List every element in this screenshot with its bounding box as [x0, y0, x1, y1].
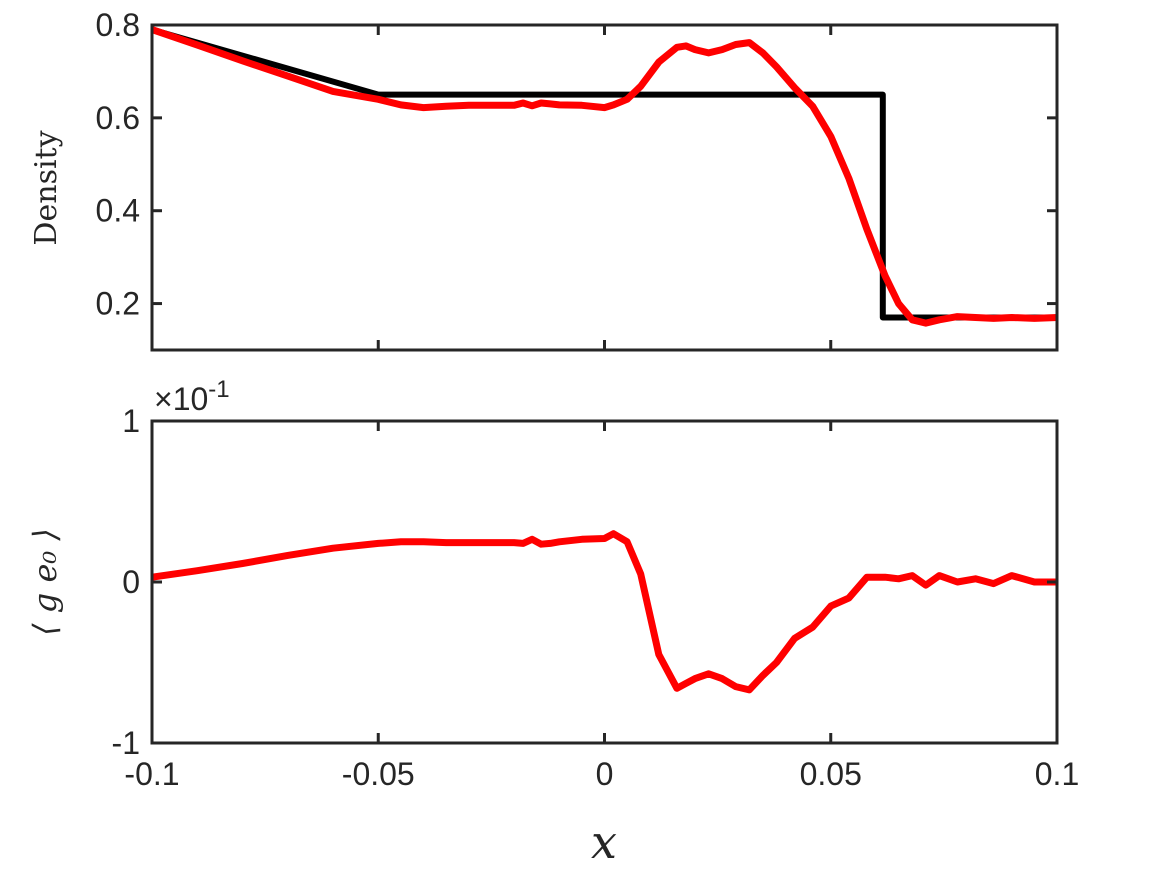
ge0-series-lines [151, 530, 1057, 694]
ge0-y-tick-label-2: 1 [122, 403, 140, 439]
ge0-tick-labels: -0.1 -0.05 0 0.05 0.1 -1 0 1 [112, 403, 1080, 792]
x-tick-label-0: -0.1 [124, 756, 179, 792]
x-tick-label-4: 0.1 [1035, 756, 1079, 792]
density-axes: 0.2 0.4 0.6 0.8 Density [29, 7, 1059, 352]
density-axes-frame [150, 23, 1059, 352]
density-series-lines [150, 26, 1058, 327]
ge0-y-tick-label-1: 0 [122, 564, 140, 600]
density-y-tick-label-1: 0.4 [96, 193, 140, 229]
ge0-axes: -0.1 -0.05 0 0.05 0.1 -1 0 1 ×10-1 ⟨ g e₀ ⟩ x [26, 376, 1079, 869]
ge0-ylabel: ⟨ g e₀ ⟩ [26, 528, 64, 636]
x-tick-label-1: -0.05 [342, 756, 415, 792]
density-tick-labels: 0.2 0.4 0.6 0.8 [96, 7, 140, 322]
ge0-y-tick-label-0: -1 [112, 725, 140, 761]
density-y-tick-label-0: 0.2 [96, 286, 140, 322]
density-y-tick-label-3: 0.8 [96, 7, 140, 43]
density-series-line-1 [150, 26, 1058, 327]
ge0-series-line-0 [151, 530, 1057, 694]
x-axis-label: x [591, 815, 617, 869]
x-tick-label-2: 0 [596, 756, 614, 792]
ge0-exponent-label: ×10-1 [154, 376, 230, 417]
density-y-tick-label-2: 0.6 [96, 100, 140, 136]
ge0-axes-frame [150, 419, 1059, 745]
x-tick-label-3: 0.05 [800, 756, 862, 792]
density-ylabel: Density [29, 130, 64, 245]
